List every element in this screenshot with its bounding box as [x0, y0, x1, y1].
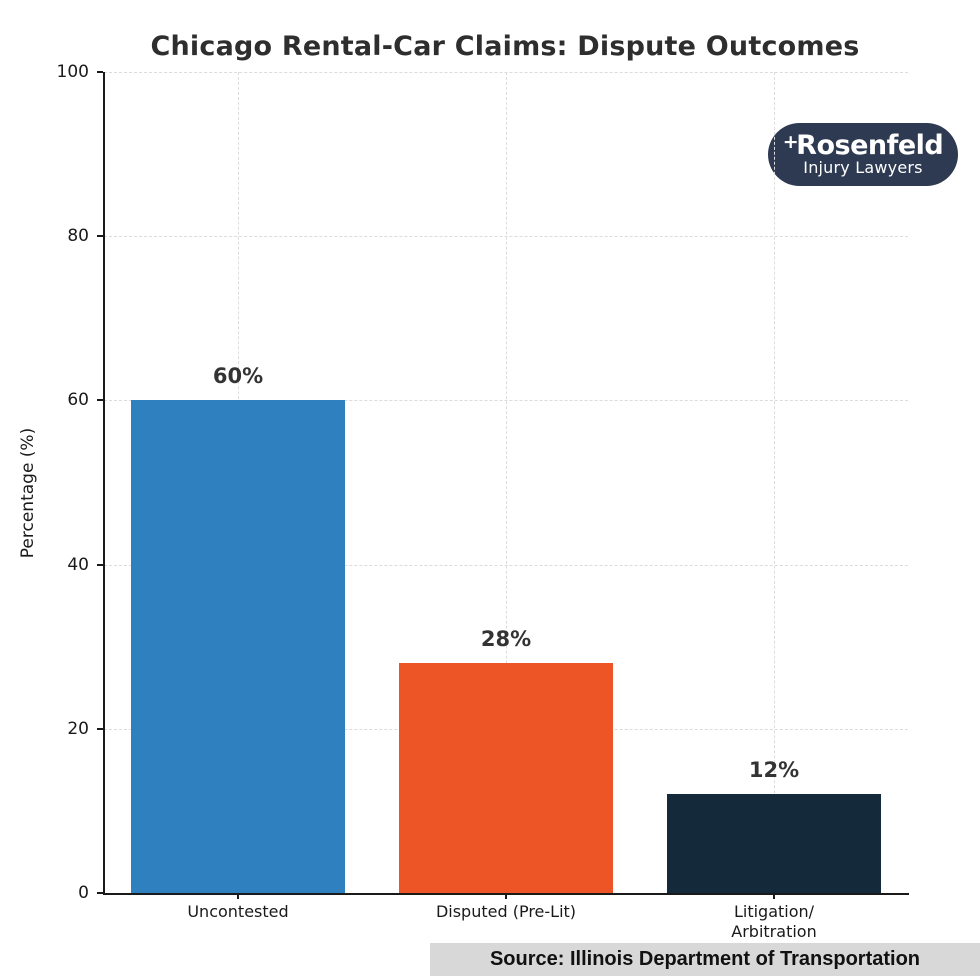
- y-tick-mark: [97, 71, 103, 73]
- y-tick-label: 40: [67, 554, 89, 575]
- x-tick-mark: [773, 893, 775, 899]
- bar-value-label: 60%: [212, 364, 264, 389]
- x-axis-spine: [103, 893, 909, 895]
- bar-uncontested: [131, 400, 345, 893]
- y-tick-label: 100: [56, 62, 89, 82]
- x-tick-label: Litigation/Arbitration: [731, 902, 817, 941]
- x-tick-label: Uncontested: [187, 902, 289, 921]
- bar-value-label: 12%: [748, 758, 800, 783]
- bar-value-label: 28%: [480, 627, 532, 652]
- y-tick-mark: [97, 235, 103, 238]
- x-tick-mark: [237, 893, 239, 899]
- gridline-vertical: [774, 72, 775, 893]
- y-tick-mark: [97, 727, 103, 730]
- y-axis-spine: [103, 72, 105, 895]
- bar-disputed-pre-lit-: [399, 663, 613, 893]
- y-tick-label: 80: [67, 226, 89, 247]
- y-tick-label: 20: [67, 718, 89, 739]
- x-tick-mark: [505, 893, 507, 899]
- logo-wordmark: + Rosenfeld: [782, 130, 944, 162]
- source-note: Source: Illinois Department of Transport…: [430, 943, 980, 976]
- logo-tagline: Injury Lawyers: [803, 157, 923, 177]
- rosenfeld-logo: + Rosenfeld Injury Lawyers: [768, 123, 958, 186]
- x-tick-label: Disputed (Pre-Lit): [435, 902, 577, 921]
- y-tick-mark: [97, 892, 103, 894]
- gridline-vertical: [506, 72, 507, 893]
- y-tick-mark: [97, 563, 103, 566]
- y-tick-label: 0: [78, 883, 89, 903]
- bar-litigation-arbitration: [667, 794, 881, 893]
- logo-name: Rosenfeld: [796, 130, 944, 162]
- y-tick-label: 60: [67, 390, 89, 411]
- plus-icon: +: [782, 130, 799, 153]
- y-axis-title: Percentage (%): [18, 427, 38, 559]
- chart-title: Chicago Rental-Car Claims: Dispute Outco…: [150, 31, 860, 62]
- y-tick-mark: [97, 399, 103, 402]
